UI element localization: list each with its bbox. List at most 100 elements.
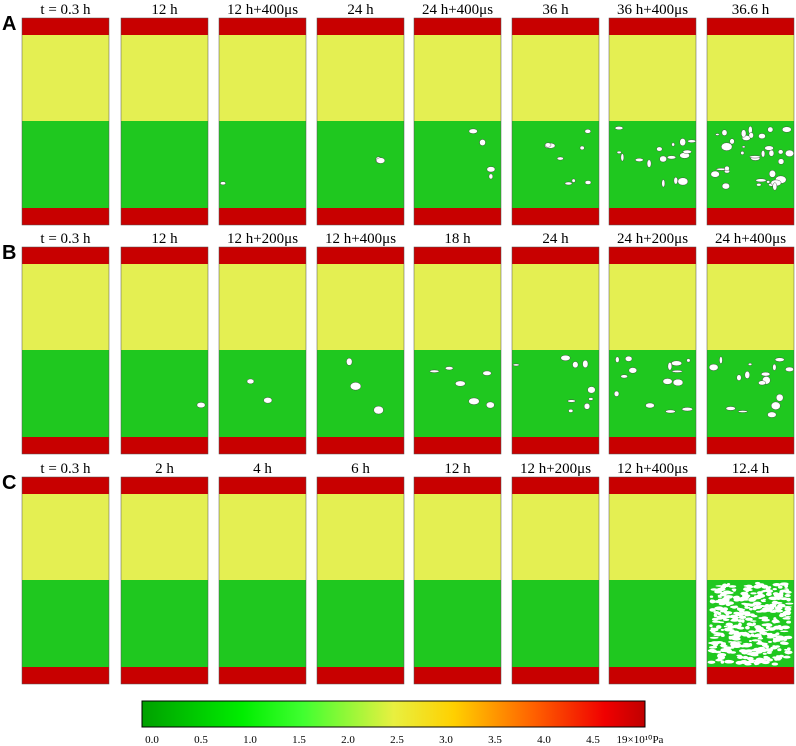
crack	[486, 166, 496, 173]
crack	[709, 624, 713, 628]
crack	[782, 617, 790, 620]
panel-border	[608, 246, 697, 455]
time-label: 12 h+200μs	[227, 231, 298, 247]
crack	[455, 380, 466, 387]
lower-layer	[414, 121, 501, 208]
crack	[709, 636, 719, 639]
crack	[737, 655, 744, 660]
lower-layer	[219, 121, 306, 208]
crack	[376, 157, 386, 164]
crack	[346, 357, 353, 366]
crack	[746, 656, 754, 661]
crack	[747, 652, 756, 656]
crack	[777, 603, 786, 608]
crack	[735, 641, 742, 643]
panel-border	[706, 476, 795, 685]
crack	[756, 591, 763, 595]
crack	[755, 178, 767, 183]
time-label: 12 h+400μs	[227, 2, 298, 18]
lower-layer	[609, 121, 696, 208]
panel-border	[316, 17, 405, 226]
upper-layer	[707, 35, 794, 121]
crack	[672, 378, 684, 387]
crack	[785, 615, 792, 618]
crack	[445, 366, 454, 371]
crack	[733, 632, 741, 635]
bottom-plate	[22, 437, 109, 454]
lower-layer	[22, 580, 109, 667]
crack	[715, 650, 720, 654]
crack	[768, 170, 776, 178]
crack	[656, 146, 663, 152]
panel-border	[21, 476, 110, 685]
crack	[767, 126, 774, 133]
upper-layer	[121, 264, 208, 350]
crack	[737, 608, 746, 612]
crack	[681, 407, 693, 412]
top-plate	[219, 18, 306, 35]
crack	[661, 179, 666, 188]
bottom-plate	[317, 437, 404, 454]
crack	[568, 409, 574, 413]
crack	[777, 585, 783, 589]
crack	[754, 625, 762, 629]
lower-layer	[121, 580, 208, 667]
panel-border	[511, 476, 600, 685]
crack	[620, 153, 625, 162]
crack	[766, 180, 771, 184]
panel-border	[21, 17, 110, 226]
crack	[785, 149, 794, 157]
panel-border	[706, 246, 795, 455]
crack	[740, 591, 749, 596]
crack	[488, 173, 494, 180]
crack	[628, 367, 638, 374]
colorbar	[141, 700, 646, 728]
crack	[741, 619, 745, 623]
panel-border	[413, 476, 502, 685]
crack	[673, 176, 678, 185]
crack	[768, 586, 772, 589]
crack	[616, 150, 622, 154]
top-plate	[609, 477, 696, 494]
panel-border	[706, 17, 795, 226]
crack	[615, 356, 620, 363]
top-plate	[512, 477, 599, 494]
crack	[774, 645, 781, 648]
crack	[752, 601, 762, 606]
top-plate	[22, 247, 109, 264]
time-label: 18 h	[444, 231, 471, 247]
time-label: 12 h+200μs	[520, 461, 591, 477]
upper-layer	[121, 35, 208, 121]
top-plate	[707, 247, 794, 264]
upper-layer	[22, 35, 109, 121]
bottom-plate	[609, 667, 696, 684]
crack	[732, 595, 739, 600]
crack	[770, 596, 780, 600]
top-plate	[609, 18, 696, 35]
crack	[220, 181, 226, 186]
time-label: 24 h	[347, 2, 374, 18]
crack	[584, 180, 592, 185]
time-label: 4 h	[253, 461, 272, 477]
crack	[761, 150, 766, 158]
crack	[771, 401, 781, 410]
crack	[719, 592, 727, 597]
crack	[731, 638, 739, 640]
crack	[755, 650, 763, 654]
crack	[635, 157, 644, 162]
crack	[723, 625, 728, 628]
crack	[749, 607, 753, 611]
lower-layer	[317, 350, 404, 437]
crack	[715, 585, 724, 587]
crack	[720, 648, 728, 652]
time-label: 12.4 h	[732, 461, 770, 477]
upper-layer	[414, 264, 501, 350]
crack	[479, 139, 486, 146]
bottom-plate	[414, 437, 501, 454]
crack	[741, 129, 747, 138]
lower-layer	[414, 580, 501, 667]
crack	[707, 660, 716, 664]
time-label: 6 h	[351, 461, 370, 477]
time-label: t = 0.3 h	[40, 461, 91, 477]
